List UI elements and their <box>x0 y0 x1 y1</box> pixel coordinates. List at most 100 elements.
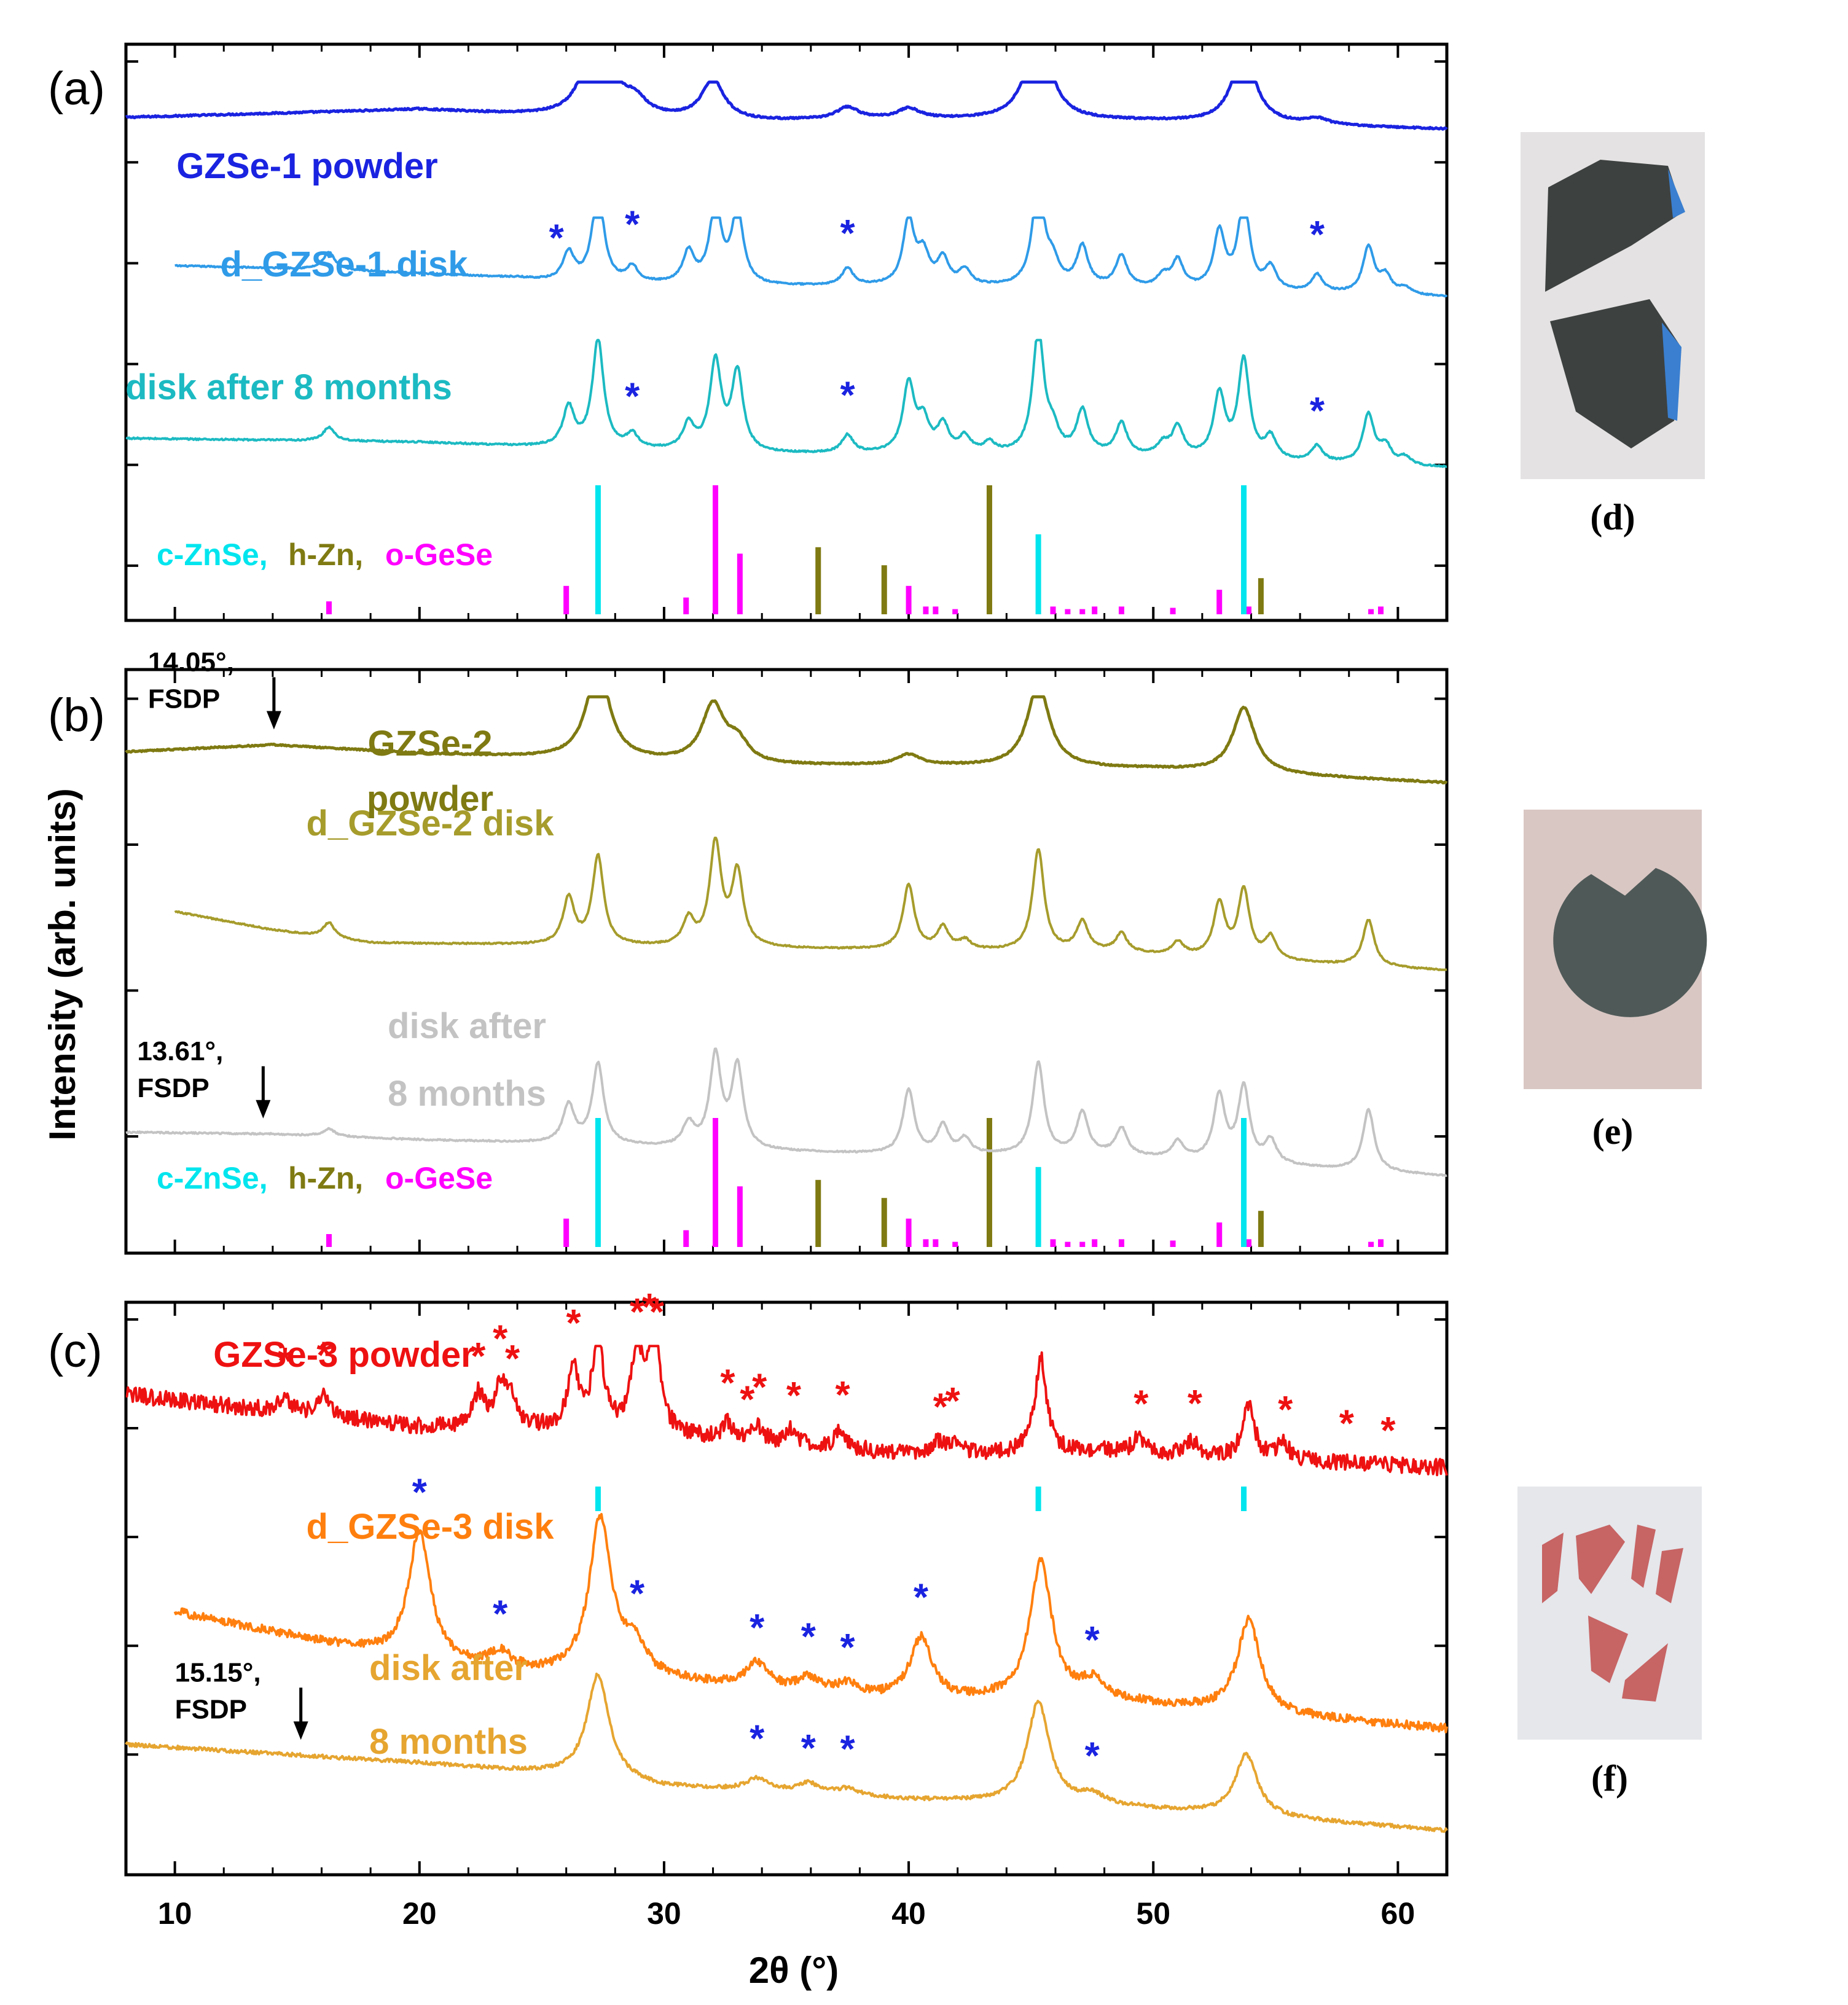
series-label-continuation: powder <box>367 779 493 819</box>
reference-legend-entry: o-GeSe <box>385 1161 493 1195</box>
series-line-2 <box>173 1512 1448 1733</box>
peak-marker: * <box>801 1616 816 1658</box>
panel-label: (b) <box>48 689 105 741</box>
reference-stick-o-GeSe <box>1246 606 1251 614</box>
panel-label: (a) <box>48 63 105 115</box>
reference-stick-c-ZnSe <box>1035 1167 1041 1247</box>
reference-stick-o-GeSe <box>1378 1239 1384 1247</box>
reference-stick-o-GeSe <box>737 1186 743 1247</box>
edge-highlight <box>1668 169 1685 218</box>
reference-stick-o-GeSe <box>737 553 743 614</box>
peak-marker: * <box>505 1338 520 1380</box>
plot-frame <box>124 42 1449 622</box>
fsdp-arrow-head <box>293 1721 308 1740</box>
reference-stick-h-Zn <box>815 547 821 614</box>
reference-stick-o-GeSe <box>1378 606 1384 614</box>
peak-marker: * <box>316 1334 332 1377</box>
peak-marker: * <box>1310 214 1325 256</box>
reference-legend-entry: h-Zn, <box>288 537 363 572</box>
fsdp-annotation: FSDP <box>137 1073 209 1103</box>
peak-marker: * <box>1380 1410 1396 1452</box>
reference-stick-o-GeSe <box>933 606 939 614</box>
peak-marker: * <box>840 213 855 255</box>
disk-sample <box>1553 868 1707 1017</box>
fsdp-annotation: 14.05°, <box>148 647 234 677</box>
reference-stick-o-GeSe <box>1216 590 1223 614</box>
reference-stick-o-GeSe <box>713 1118 719 1247</box>
reference-stick-c-ZnSe <box>1241 485 1247 614</box>
reference-stick-o-GeSe <box>563 585 570 614</box>
reference-stick-c-ZnSe <box>1035 1487 1041 1511</box>
photo-3 <box>1517 1487 1702 1740</box>
reference-stick-o-GeSe <box>923 606 929 614</box>
reference-stick-o-GeSe <box>1368 1241 1374 1247</box>
peak-marker: * <box>750 1718 765 1760</box>
series-label-3: disk after <box>369 1648 528 1688</box>
reference-stick-h-Zn <box>1258 578 1264 614</box>
panel-a: (a) c-ZnSe, h-Zn, o-GeSe GZSe-1 powder d_GZSe… <box>48 42 1449 622</box>
series-label-3: disk after <box>388 1006 546 1046</box>
reference-stick-c-ZnSe <box>595 485 601 614</box>
reference-stick-h-Zn <box>815 1179 821 1247</box>
x-tick-label: 60 <box>1381 1896 1415 1931</box>
reference-stick-o-GeSe <box>1079 609 1086 614</box>
peak-marker: * <box>786 1375 802 1417</box>
peak-marker: * <box>1339 1403 1355 1445</box>
fsdp-annotation: 15.15°, <box>175 1657 261 1687</box>
reference-legend-entry: o-GeSe <box>385 537 493 572</box>
reference-stick-o-GeSe <box>952 609 958 614</box>
reference-stick-o-GeSe <box>1118 606 1124 614</box>
peak-marker: * <box>625 204 640 246</box>
sample-photos: (d) (e) (f) <box>1517 132 1707 1799</box>
reference-stick-h-Zn <box>986 1118 992 1247</box>
plot-frame <box>124 668 1449 1255</box>
peak-marker: * <box>1133 1383 1149 1426</box>
x-tick-label: 10 <box>158 1896 192 1931</box>
panel-label: (c) <box>48 1325 103 1377</box>
series-label-continuation: 8 months <box>369 1722 528 1762</box>
reference-legend-entry: c-ZnSe, <box>157 1161 268 1195</box>
peak-marker: * <box>493 1593 508 1636</box>
reference-stick-o-GeSe <box>906 585 912 614</box>
reference-stick-h-Zn <box>986 485 992 614</box>
peak-marker: * <box>946 1380 961 1423</box>
reference-stick-c-ZnSe <box>1241 1118 1247 1247</box>
peak-marker: * <box>649 1291 665 1334</box>
disk-fragment-upper <box>1545 160 1683 292</box>
peak-marker: * <box>840 1627 855 1669</box>
fsdp-arrow-head <box>256 1100 271 1119</box>
x-tick-label: 40 <box>891 1896 926 1931</box>
reference-stick-o-GeSe <box>1079 1241 1086 1247</box>
reference-stick-o-GeSe <box>906 1218 912 1247</box>
x-tick-label: 30 <box>647 1896 681 1931</box>
series-line-2 <box>174 216 1448 298</box>
disk-fragment-lower <box>1550 299 1679 448</box>
reference-stick-o-GeSe <box>563 1218 570 1247</box>
fsdp-annotation: FSDP <box>175 1694 247 1724</box>
peak-marker: * <box>933 1386 949 1428</box>
peak-marker: * <box>740 1378 755 1421</box>
peak-marker: * <box>1310 390 1325 432</box>
peak-marker: * <box>1278 1389 1293 1431</box>
reference-stick-o-GeSe <box>923 1239 929 1247</box>
reference-stick-c-ZnSe <box>595 1487 601 1511</box>
plot-frame <box>124 1300 1449 1877</box>
reference-stick-o-GeSe <box>1368 609 1374 614</box>
fsdp-annotation: FSDP <box>148 684 220 714</box>
reference-stick-o-GeSe <box>1065 1241 1071 1247</box>
red-shard <box>1622 1643 1668 1702</box>
series-label-3: disk after 8 months <box>125 367 452 407</box>
reference-stick-c-ZnSe <box>595 1118 601 1247</box>
reference-stick-o-GeSe <box>1050 1239 1056 1247</box>
series-label-2: d_GZSe-2 disk <box>307 803 555 843</box>
peak-marker: * <box>1188 1383 1203 1425</box>
peak-marker: * <box>1085 1619 1100 1662</box>
peak-marker: * <box>720 1362 735 1405</box>
reference-stick-o-GeSe <box>1050 606 1056 614</box>
peak-marker: * <box>642 1286 657 1329</box>
series-label-1: GZSe-3 powder <box>213 1335 474 1375</box>
peak-marker: * <box>836 1374 851 1417</box>
reference-stick-h-Zn <box>881 565 887 614</box>
series-label-1: GZSe-1 powder <box>176 146 437 186</box>
reference-stick-o-GeSe <box>326 601 332 614</box>
